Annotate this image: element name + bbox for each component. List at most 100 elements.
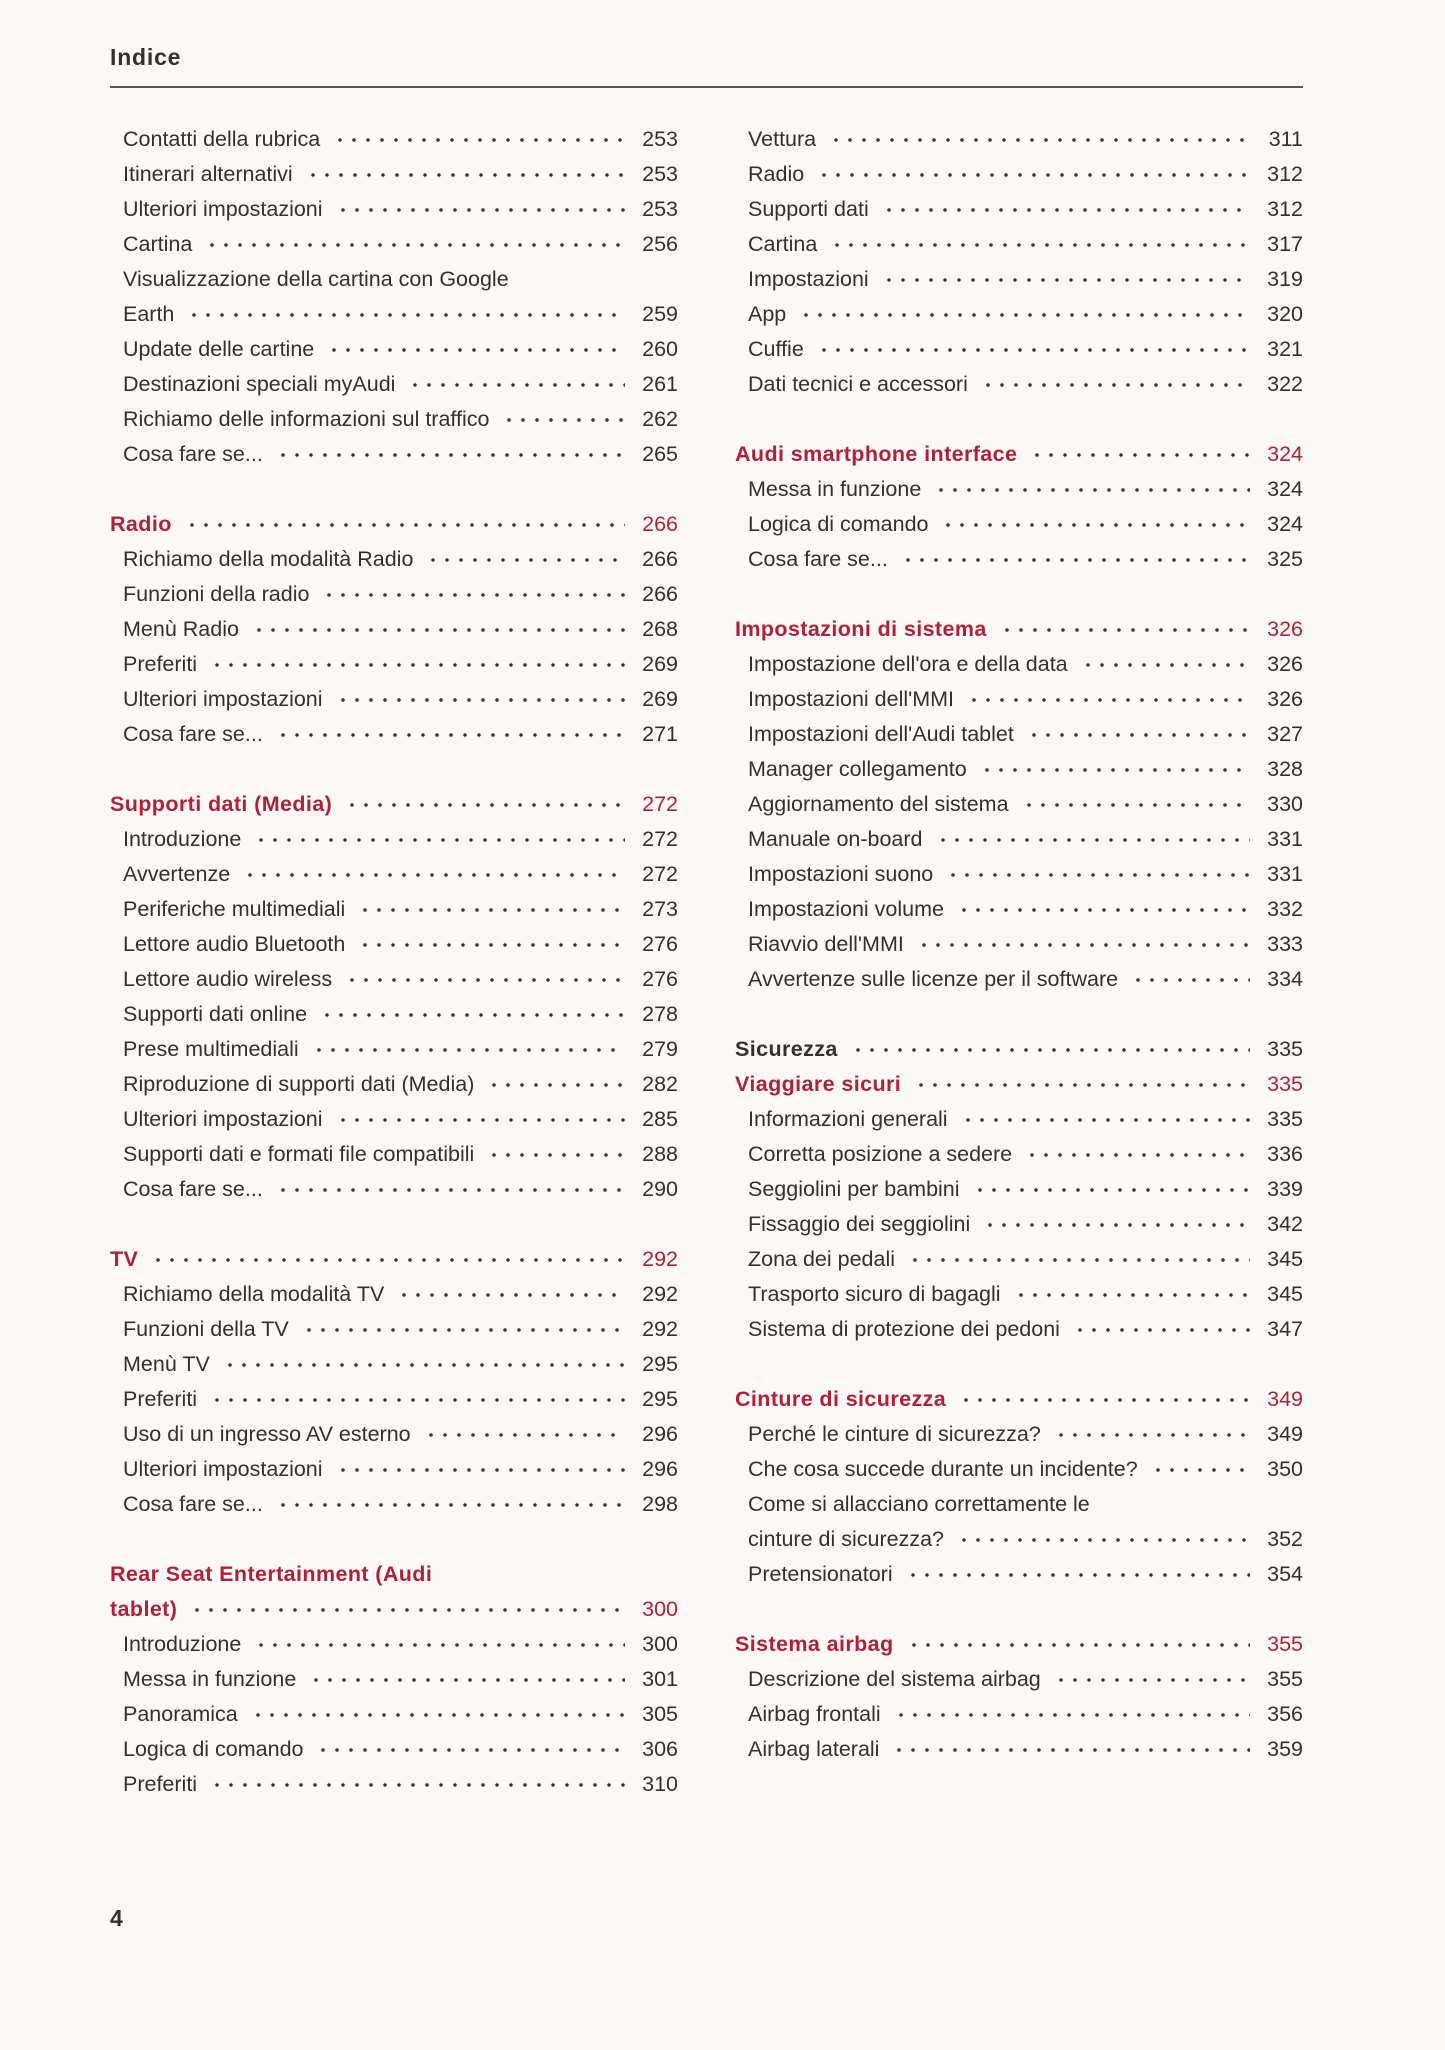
dot-leader xyxy=(270,1172,625,1207)
toc-entry-row: Descrizione del sistema airbag 355 xyxy=(735,1662,1303,1697)
toc-label: Zona dei pedali xyxy=(748,1247,896,1271)
dot-leader xyxy=(392,1277,625,1312)
dot-leader xyxy=(967,1172,1250,1207)
toc-page-number: 355 xyxy=(1267,1632,1303,1656)
toc-page-number: 292 xyxy=(642,1282,678,1306)
toc-entry-row: Che cosa succede durante un incidente? 35… xyxy=(735,1452,1303,1487)
toc-label: Descrizione del sistema airbag xyxy=(748,1667,1041,1691)
toc-page-number: 265 xyxy=(642,442,678,466)
toc-label: Manager collegamento xyxy=(748,757,967,781)
toc-page-number: 260 xyxy=(642,337,678,361)
toc-page-number: 305 xyxy=(642,1702,678,1726)
toc-entry-row: Manager collegamento 328 xyxy=(735,752,1303,787)
toc-page-number: 321 xyxy=(1267,337,1303,361)
dot-leader xyxy=(794,297,1250,332)
dot-leader xyxy=(340,787,625,822)
toc-label: Supporti dati online xyxy=(123,1002,308,1026)
dot-leader xyxy=(270,717,625,752)
toc-label: Vettura xyxy=(748,127,817,151)
toc-entry-row: Messa in funzione 301 xyxy=(110,1662,678,1697)
dot-leader xyxy=(330,192,625,227)
dot-leader xyxy=(1025,437,1250,472)
toc-page-number: 347 xyxy=(1267,1317,1303,1341)
toc-entry-row: Impostazioni suono 331 xyxy=(735,857,1303,892)
toc-entry-row: Ulteriori impostazioni 253 xyxy=(110,192,678,227)
toc-label: Come si allacciano correttamente le xyxy=(748,1492,1090,1516)
toc-entry-row: Cartina 256 xyxy=(110,227,678,262)
dot-leader xyxy=(824,122,1250,157)
toc-heading-row: Cinture di sicurezza 349 xyxy=(735,1382,1303,1417)
toc-label: Ulteriori impostazioni xyxy=(123,687,323,711)
dot-leader xyxy=(146,1242,625,1277)
toc-entry-row: Impostazioni dell'Audi tablet 327 xyxy=(735,717,1303,752)
toc-entry-row: Cosa fare se... 298 xyxy=(110,1487,678,1522)
toc-heading-row: Impostazioni di sistema 326 xyxy=(735,612,1303,647)
toc-label: Preferiti xyxy=(123,1772,198,1796)
dot-leader xyxy=(941,857,1250,892)
toc-page-number: 259 xyxy=(642,302,678,326)
toc-label: Cosa fare se... xyxy=(123,1177,263,1201)
dot-leader xyxy=(901,1627,1250,1662)
dot-leader xyxy=(955,1102,1250,1137)
dot-leader xyxy=(811,332,1250,367)
toc-page-number: 269 xyxy=(642,687,678,711)
dot-leader xyxy=(353,892,625,927)
toc-page-number: 339 xyxy=(1267,1177,1303,1201)
toc-label: Corretta posizione a sedere xyxy=(748,1142,1013,1166)
toc-entry-row: Riproduzione di supporti dati (Media) 282 xyxy=(110,1067,678,1102)
toc-label: Ulteriori impostazioni xyxy=(123,197,323,221)
toc-label: Cartina xyxy=(123,232,193,256)
toc-label: Richiamo della modalità TV xyxy=(123,1282,385,1306)
toc-page-number: 253 xyxy=(642,162,678,186)
toc-label: Avvertenze sulle licenze per il software xyxy=(748,967,1119,991)
toc-heading-row: Sistema airbag 355 xyxy=(735,1627,1303,1662)
dot-leader xyxy=(911,927,1250,962)
toc-heading-row: tablet) 300 xyxy=(110,1592,678,1627)
toc-label: Funzioni della radio xyxy=(123,582,310,606)
toc-page-number: 311 xyxy=(1268,127,1303,151)
dot-leader xyxy=(978,1207,1250,1242)
toc-entry-row: Preferiti 269 xyxy=(110,647,678,682)
toc-page-number: 288 xyxy=(642,1142,678,1166)
toc-entry-row: Informazioni generali 335 xyxy=(735,1102,1303,1137)
toc-label: Cinture di sicurezza xyxy=(735,1387,947,1411)
toc-page-number: 266 xyxy=(642,547,678,571)
toc-entry-row: Funzioni della TV 292 xyxy=(110,1312,678,1347)
toc-section: Sicurezza 335 Viaggiare sicuri 335 Informazi… xyxy=(735,1032,1303,1347)
toc-entry-row: Impostazioni 319 xyxy=(735,262,1303,297)
toc-entry-row: Zona dei pedali 345 xyxy=(735,1242,1303,1277)
toc-entry-row: Panoramica 305 xyxy=(110,1697,678,1732)
toc-label: Cosa fare se... xyxy=(123,442,263,466)
dot-leader xyxy=(974,752,1250,787)
toc-entry-row: Perché le cinture di sicurezza? 349 xyxy=(735,1417,1303,1452)
toc-entry-row: Menù TV 295 xyxy=(110,1347,678,1382)
toc-page-number: 333 xyxy=(1267,932,1303,956)
dot-leader xyxy=(1020,1137,1250,1172)
dot-leader xyxy=(954,1382,1250,1417)
dot-leader xyxy=(296,1312,625,1347)
toc-entry-row: Cosa fare se... 325 xyxy=(735,542,1303,577)
toc-entry-row: Airbag frontali 356 xyxy=(735,1697,1303,1732)
toc-label: Che cosa succede durante un incidente? xyxy=(748,1457,1138,1481)
toc-page-number: 253 xyxy=(642,127,678,151)
dot-leader xyxy=(249,1627,625,1662)
toc-page-number: 325 xyxy=(1267,547,1303,571)
toc-entry-row: Aggiornamento del sistema 330 xyxy=(735,787,1303,822)
toc-column-right: Vettura 311 Radio 312 Supporti dati 312 Cartin… xyxy=(735,122,1303,1802)
toc-columns: Contatti della rubrica 253 Itinerari alter… xyxy=(110,122,1303,1802)
dot-leader xyxy=(315,997,625,1032)
toc-label: Lettore audio Bluetooth xyxy=(123,932,346,956)
toc-label: Manuale on-board xyxy=(748,827,923,851)
toc-entry-row: Impostazioni volume 332 xyxy=(735,892,1303,927)
toc-entry-row: Menù Radio 268 xyxy=(110,612,678,647)
dot-leader xyxy=(1126,962,1250,997)
dot-leader xyxy=(246,612,625,647)
toc-label: Messa in funzione xyxy=(748,477,922,501)
dot-leader xyxy=(245,1697,625,1732)
toc-page-number: 324 xyxy=(1267,477,1303,501)
toc-entry-row: Cuffie 321 xyxy=(735,332,1303,367)
toc-label: Introduzione xyxy=(123,1632,242,1656)
toc-section: Supporti dati (Media) 272 Introduzione 272 A… xyxy=(110,787,678,1207)
toc-section: Sistema airbag 355 Descrizione del sistema… xyxy=(735,1627,1303,1767)
dot-leader xyxy=(200,227,625,262)
